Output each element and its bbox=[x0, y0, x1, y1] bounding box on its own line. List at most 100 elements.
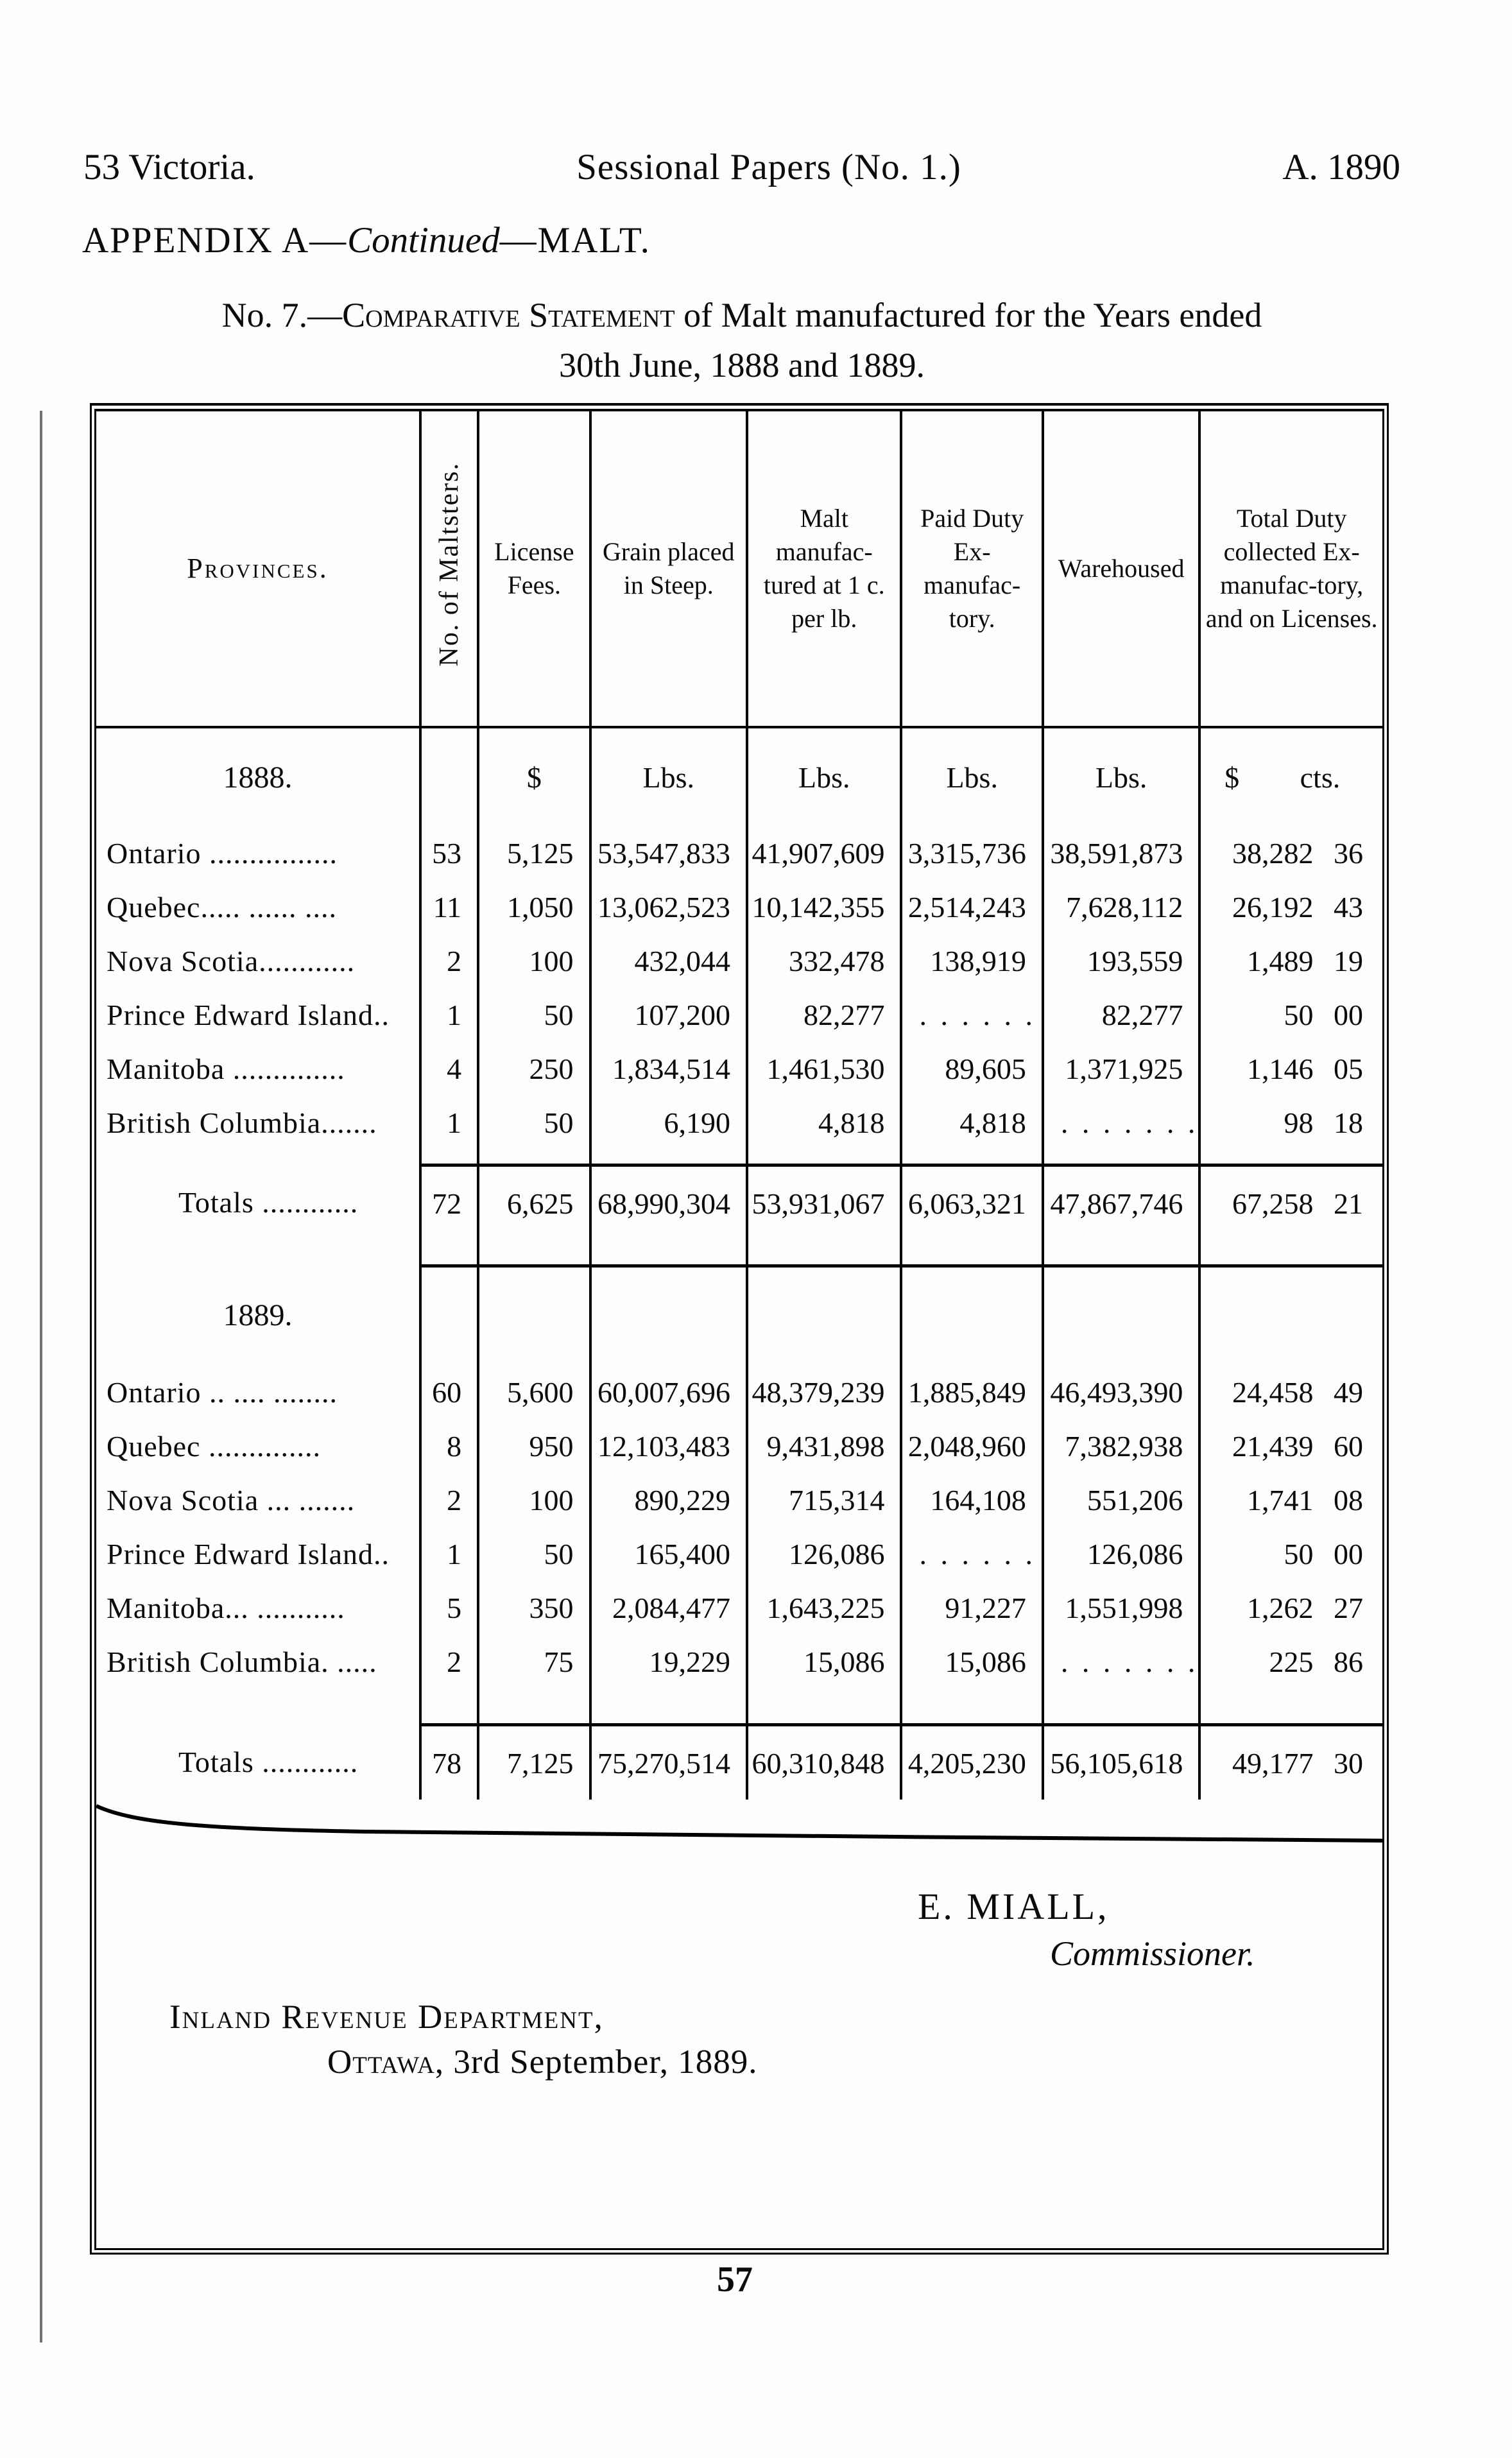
table-row-1888-nova-scotia: Nova Scotia............ 2 100 432,044 33… bbox=[96, 934, 1382, 988]
malt-cell: 1,643,225 bbox=[745, 1581, 902, 1635]
warehoused-cell: 7,382,938 bbox=[1041, 1419, 1200, 1473]
license-cell: 250 bbox=[477, 1042, 590, 1096]
warehoused-cell: 82,277 bbox=[1041, 988, 1200, 1042]
malt-cell: 10,142,355 bbox=[745, 880, 902, 934]
totals-rule-above-1889 bbox=[96, 1689, 1382, 1726]
license-total: 7,125 bbox=[477, 1724, 590, 1800]
table-row-1888-british-columbia: British Columbia....... 1 50 6,190 4,818… bbox=[96, 1096, 1382, 1149]
paid-duty-cell-empty: . . . . . . . . . bbox=[900, 988, 1043, 1042]
scan-edge-artifact bbox=[40, 411, 42, 2342]
column-header-maltsters: No. of Maltsters. bbox=[418, 411, 479, 728]
column-header-malt-manufactured: Malt manufac-tured at 1 c. per lb. bbox=[745, 411, 902, 728]
unit-total-duty: $ cts. bbox=[1198, 727, 1382, 826]
total-duty-cell: 38,282 36 bbox=[1198, 826, 1382, 880]
department-line: Inland Revenue Department, bbox=[169, 1998, 604, 2036]
province-cell: Nova Scotia............ bbox=[107, 944, 356, 977]
running-head: 53 Victoria. Sessional Papers (No. 1.) A… bbox=[83, 146, 1400, 188]
malt-cell: 4,818 bbox=[745, 1096, 902, 1149]
paid-duty-cell: 2,514,243 bbox=[900, 880, 1043, 934]
grain-cell: 60,007,696 bbox=[588, 1365, 747, 1419]
warehoused-cell: 193,559 bbox=[1041, 934, 1200, 988]
signature-role: Commissioner. bbox=[1050, 1934, 1255, 1973]
maltsters-total: 78 bbox=[418, 1724, 479, 1800]
statement-title-line1: No. 7.—Comparative Statement of Malt man… bbox=[83, 290, 1400, 340]
license-cell: 1,050 bbox=[477, 880, 590, 934]
page-number: 57 bbox=[717, 2260, 753, 2299]
unit-grain: Lbs. bbox=[588, 727, 747, 826]
province-cell: Manitoba .............. bbox=[107, 1052, 345, 1085]
total-duty-cell: 225 86 bbox=[1198, 1635, 1382, 1689]
appendix-line: APPENDIX A—Continued—MALT. bbox=[82, 219, 651, 261]
maltsters-cell: 60 bbox=[418, 1365, 479, 1419]
warehoused-cell: 1,551,998 bbox=[1041, 1581, 1200, 1635]
paid-duty-total: 4,205,230 bbox=[900, 1724, 1043, 1800]
paid-duty-cell: 89,605 bbox=[900, 1042, 1043, 1096]
license-cell: 5,125 bbox=[477, 826, 590, 880]
statement-number: No. 7.— bbox=[221, 296, 343, 334]
province-cell: Prince Edward Island.. bbox=[107, 1537, 390, 1570]
warehoused-cell: 551,206 bbox=[1041, 1473, 1200, 1527]
appendix-suffix: —MALT. bbox=[499, 220, 651, 261]
paid-duty-cell: 2,048,960 bbox=[900, 1419, 1043, 1473]
totals-rule-below-1888 bbox=[96, 1240, 1382, 1268]
total-duty-cell: 50 00 bbox=[1198, 988, 1382, 1042]
paid-duty-cell-empty: . . . . . . . . . bbox=[900, 1527, 1043, 1581]
column-header-grain-steep: Grain placed in Steep. bbox=[588, 411, 747, 728]
total-duty-cell: 1,146 05 bbox=[1198, 1042, 1382, 1096]
malt-comparison-table: Provinces. No. of Maltsters. License Fee… bbox=[96, 411, 1382, 1800]
year-row-1889: 1889. bbox=[96, 1266, 1382, 1365]
totals-rule-above-1888 bbox=[96, 1149, 1382, 1167]
table-row-1889-quebec: Quebec .............. 8 950 12,103,483 9… bbox=[96, 1419, 1382, 1473]
department-place: Ottawa, bbox=[327, 2043, 445, 2081]
grain-cell: 2,084,477 bbox=[588, 1581, 747, 1635]
license-total: 6,625 bbox=[477, 1165, 590, 1240]
maltsters-cell: 8 bbox=[418, 1419, 479, 1473]
maltsters-cell: 1 bbox=[418, 988, 479, 1042]
table-row-1889-prince-edward-island: Prince Edward Island.. 1 50 165,400 126,… bbox=[96, 1527, 1382, 1581]
province-cell: Manitoba... ........... bbox=[107, 1591, 345, 1624]
license-cell: 100 bbox=[477, 934, 590, 988]
maltsters-cell: 11 bbox=[418, 880, 479, 934]
warehoused-cell-empty: . . . . . . . . . . bbox=[1041, 1635, 1200, 1689]
units-row-1888: 1888. $ Lbs. Lbs. Lbs. Lbs. $ cts. bbox=[96, 727, 1382, 826]
statement-title-line2: 30th June, 1888 and 1889. bbox=[559, 346, 925, 385]
total-duty-cell: 26,192 43 bbox=[1198, 880, 1382, 934]
totals-label: Totals ............ bbox=[178, 1186, 359, 1219]
license-cell: 50 bbox=[477, 1096, 590, 1149]
maltsters-cell: 1 bbox=[418, 1096, 479, 1149]
warehoused-cell: 46,493,390 bbox=[1041, 1365, 1200, 1419]
paid-duty-cell: 15,086 bbox=[900, 1635, 1043, 1689]
running-head-right: A. 1890 bbox=[1282, 147, 1400, 187]
malt-total: 53,931,067 bbox=[745, 1165, 902, 1240]
malt-cell: 126,086 bbox=[745, 1527, 902, 1581]
column-header-provinces: Provinces. bbox=[96, 411, 420, 728]
warehoused-total: 56,105,618 bbox=[1041, 1724, 1200, 1800]
appendix-prefix: APPENDIX A— bbox=[82, 220, 348, 261]
grain-cell: 165,400 bbox=[588, 1527, 747, 1581]
total-duty-cell: 24,458 49 bbox=[1198, 1365, 1382, 1419]
maltsters-cell: 2 bbox=[418, 934, 479, 988]
grain-total: 75,270,514 bbox=[588, 1724, 747, 1800]
grain-cell: 432,044 bbox=[588, 934, 747, 988]
totals-row-1888: Totals ............ 72 6,625 68,990,304 … bbox=[96, 1165, 1382, 1240]
running-head-center: Sessional Papers (No. 1.) bbox=[576, 147, 961, 187]
unit-warehoused: Lbs. bbox=[1041, 727, 1200, 826]
grain-cell: 53,547,833 bbox=[588, 826, 747, 880]
department-date: 3rd September, 1889. bbox=[444, 2043, 758, 2081]
license-cell: 50 bbox=[477, 988, 590, 1042]
unit-paid: Lbs. bbox=[900, 727, 1043, 826]
totals-label: Totals ............ bbox=[178, 1746, 359, 1779]
total-duty-cell: 1,741 08 bbox=[1198, 1473, 1382, 1527]
table-row-1889-nova-scotia: Nova Scotia ... ....... 2 100 890,229 71… bbox=[96, 1473, 1382, 1527]
malt-cell: 41,907,609 bbox=[745, 826, 902, 880]
warehoused-cell: 126,086 bbox=[1041, 1527, 1200, 1581]
warehoused-cell: 38,591,873 bbox=[1041, 826, 1200, 880]
maltsters-cell: 2 bbox=[418, 1635, 479, 1689]
grain-cell: 13,062,523 bbox=[588, 880, 747, 934]
total-duty-total: 49,177 30 bbox=[1198, 1724, 1382, 1800]
grain-cell: 19,229 bbox=[588, 1635, 747, 1689]
table-row-1889-manitoba: Manitoba... ........... 5 350 2,084,477 … bbox=[96, 1581, 1382, 1635]
table-frame: Provinces. No. of Maltsters. License Fee… bbox=[90, 403, 1389, 2255]
province-cell: Quebec .............. bbox=[107, 1429, 321, 1463]
